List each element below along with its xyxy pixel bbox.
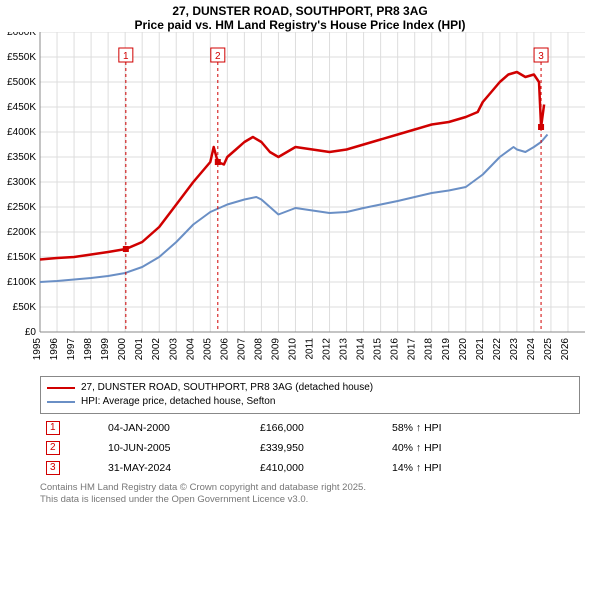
legend-label: HPI: Average price, detached house, Seft… — [81, 395, 275, 409]
titles: 27, DUNSTER ROAD, SOUTHPORT, PR8 3AG Pri… — [0, 0, 600, 32]
sale-price: £339,950 — [254, 438, 386, 458]
svg-text:2025: 2025 — [543, 338, 554, 361]
svg-text:£0: £0 — [25, 327, 37, 338]
series-price_paid — [40, 72, 544, 260]
svg-text:2024: 2024 — [526, 338, 537, 361]
legend: 27, DUNSTER ROAD, SOUTHPORT, PR8 3AG (de… — [40, 376, 580, 414]
table-row: 1 04-JAN-2000£166,00058% ↑ HPI — [40, 418, 580, 438]
svg-text:2015: 2015 — [373, 338, 384, 361]
svg-text:£400K: £400K — [7, 127, 36, 138]
legend-swatch — [47, 401, 75, 403]
svg-text:£150K: £150K — [7, 252, 36, 263]
svg-text:1: 1 — [123, 51, 129, 62]
sale-pct: 58% ↑ HPI — [386, 418, 580, 438]
svg-text:1996: 1996 — [49, 338, 60, 361]
svg-text:£50K: £50K — [13, 302, 37, 313]
title-address: 27, DUNSTER ROAD, SOUTHPORT, PR8 3AG — [0, 4, 600, 18]
svg-text:2026: 2026 — [560, 338, 571, 361]
svg-text:£250K: £250K — [7, 202, 36, 213]
svg-text:£100K: £100K — [7, 277, 36, 288]
svg-text:£300K: £300K — [7, 177, 36, 188]
svg-text:2000: 2000 — [117, 338, 128, 361]
svg-text:2017: 2017 — [407, 338, 418, 361]
svg-text:2023: 2023 — [509, 338, 520, 361]
sale-marker: 2 — [46, 441, 60, 455]
svg-text:2003: 2003 — [168, 338, 179, 361]
svg-text:2006: 2006 — [219, 338, 230, 361]
svg-text:2005: 2005 — [202, 338, 213, 361]
attribution-line: This data is licensed under the Open Gov… — [40, 494, 580, 506]
svg-text:2012: 2012 — [322, 338, 333, 361]
svg-text:2008: 2008 — [253, 338, 264, 361]
sale-date: 31-MAY-2024 — [102, 458, 254, 478]
svg-text:1999: 1999 — [100, 338, 111, 361]
svg-text:2014: 2014 — [356, 338, 367, 361]
svg-text:£450K: £450K — [7, 102, 36, 113]
svg-text:2013: 2013 — [339, 338, 350, 361]
legend-label: 27, DUNSTER ROAD, SOUTHPORT, PR8 3AG (de… — [81, 381, 373, 395]
sale-pct: 40% ↑ HPI — [386, 438, 580, 458]
sale-date: 10-JUN-2005 — [102, 438, 254, 458]
svg-text:2007: 2007 — [236, 338, 247, 361]
title-subtitle: Price paid vs. HM Land Registry's House … — [0, 18, 600, 32]
sale-pct: 14% ↑ HPI — [386, 458, 580, 478]
svg-text:1997: 1997 — [66, 338, 77, 361]
svg-text:£550K: £550K — [7, 52, 36, 63]
svg-text:£500K: £500K — [7, 77, 36, 88]
attribution: Contains HM Land Registry data © Crown c… — [40, 482, 580, 506]
svg-text:2: 2 — [215, 51, 221, 62]
svg-text:2019: 2019 — [441, 338, 452, 361]
sale-marker: 3 — [46, 461, 60, 475]
svg-text:2001: 2001 — [134, 338, 145, 361]
svg-text:2004: 2004 — [185, 338, 196, 361]
sale-price: £166,000 — [254, 418, 386, 438]
svg-text:1995: 1995 — [32, 338, 43, 361]
svg-text:2010: 2010 — [287, 338, 298, 361]
sale-price: £410,000 — [254, 458, 386, 478]
svg-text:2009: 2009 — [270, 338, 281, 361]
chart-container: 27, DUNSTER ROAD, SOUTHPORT, PR8 3AG Pri… — [0, 0, 600, 590]
svg-text:2020: 2020 — [458, 338, 469, 361]
legend-item: 27, DUNSTER ROAD, SOUTHPORT, PR8 3AG (de… — [47, 381, 573, 395]
svg-text:3: 3 — [538, 51, 544, 62]
line-chart: £0 £50K £100K £150K £200K £250K £300K £350K £400… — [0, 32, 600, 372]
legend-item: HPI: Average price, detached house, Seft… — [47, 395, 573, 409]
svg-text:£350K: £350K — [7, 152, 36, 163]
svg-text:2011: 2011 — [305, 338, 316, 360]
svg-text:£600K: £600K — [7, 32, 36, 38]
svg-text:2002: 2002 — [151, 338, 162, 361]
table-row: 2 10-JUN-2005£339,95040% ↑ HPI — [40, 438, 580, 458]
svg-text:2021: 2021 — [475, 338, 486, 361]
sales-table: 1 04-JAN-2000£166,00058% ↑ HPI 2 10-JUN-200… — [40, 418, 580, 478]
table-row: 3 31-MAY-2024£410,00014% ↑ HPI — [40, 458, 580, 478]
svg-text:2022: 2022 — [492, 338, 503, 361]
legend-swatch — [47, 387, 75, 389]
svg-text:2016: 2016 — [390, 338, 401, 361]
svg-text:2018: 2018 — [424, 338, 435, 361]
attribution-line: Contains HM Land Registry data © Crown c… — [40, 482, 580, 494]
svg-text:1998: 1998 — [83, 338, 94, 361]
sale-date: 04-JAN-2000 — [102, 418, 254, 438]
sale-marker: 1 — [46, 421, 60, 435]
svg-text:£200K: £200K — [7, 227, 36, 238]
